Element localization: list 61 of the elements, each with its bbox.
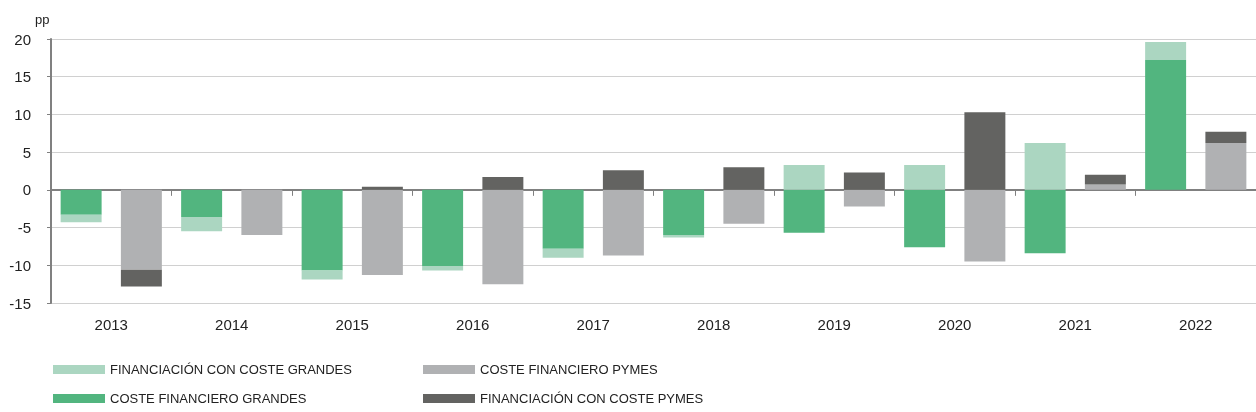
y-axis-title: pp (35, 12, 50, 27)
y-tick-label: 20 (14, 30, 31, 48)
x-tick-label: 2015 (335, 316, 369, 333)
x-tick-label: 2018 (697, 316, 731, 333)
x-tick-label: 2017 (576, 316, 610, 333)
bar (602, 189, 644, 256)
bar (904, 189, 946, 248)
bar (361, 189, 403, 276)
y-tick-label: -5 (17, 219, 31, 237)
bar (1145, 60, 1187, 190)
bar (542, 248, 584, 258)
bar (241, 189, 283, 236)
bar (783, 189, 825, 233)
bar (120, 269, 162, 287)
legend-label: FINANCIACIÓN CON COSTE PYMES (480, 391, 704, 406)
legend-label: FINANCIACIÓN CON COSTE GRANDES (110, 362, 353, 377)
x-tick-label: 2016 (456, 316, 490, 333)
bar (843, 189, 885, 207)
y-tick-label: -15 (9, 294, 31, 312)
bar (542, 189, 584, 249)
bar (60, 189, 102, 215)
bar (783, 164, 825, 190)
bar (301, 270, 343, 280)
bar (361, 186, 403, 190)
bar (1145, 42, 1187, 61)
y-tick-label: 10 (14, 105, 31, 123)
y-tick-label: 5 (22, 143, 31, 161)
bar (60, 214, 102, 223)
bar (1205, 131, 1247, 144)
bar (1084, 184, 1126, 190)
bar (181, 217, 223, 232)
x-tick-label: 2021 (1058, 316, 1092, 333)
bar (843, 172, 885, 190)
bar (1024, 143, 1066, 190)
bar (964, 189, 1006, 262)
bar (964, 112, 1006, 190)
bar (904, 164, 946, 190)
bar (1024, 189, 1066, 254)
x-tick-label: 2013 (94, 316, 128, 333)
bar (301, 189, 343, 271)
bar (181, 189, 223, 218)
y-tick-label: 15 (14, 68, 31, 86)
x-tick-label: 2022 (1179, 316, 1213, 333)
legend-label: COSTE FINANCIERO PYMES (480, 362, 659, 377)
bar (723, 167, 765, 190)
x-tick-label: 2014 (215, 316, 249, 333)
bar (482, 177, 524, 190)
x-tick-label: 2020 (938, 316, 972, 333)
bar (663, 189, 705, 236)
legend-label: COSTE FINANCIERO GRANDES (110, 391, 307, 406)
bar (723, 189, 765, 224)
bar (1084, 174, 1126, 185)
x-tick-label: 2019 (817, 316, 851, 333)
y-tick-label: -10 (9, 256, 31, 274)
bar (422, 189, 464, 267)
bar (120, 189, 162, 270)
y-tick-label: 0 (22, 181, 31, 199)
bar (482, 189, 524, 285)
bar (422, 266, 464, 271)
bar (1205, 143, 1247, 190)
bar (602, 170, 644, 190)
